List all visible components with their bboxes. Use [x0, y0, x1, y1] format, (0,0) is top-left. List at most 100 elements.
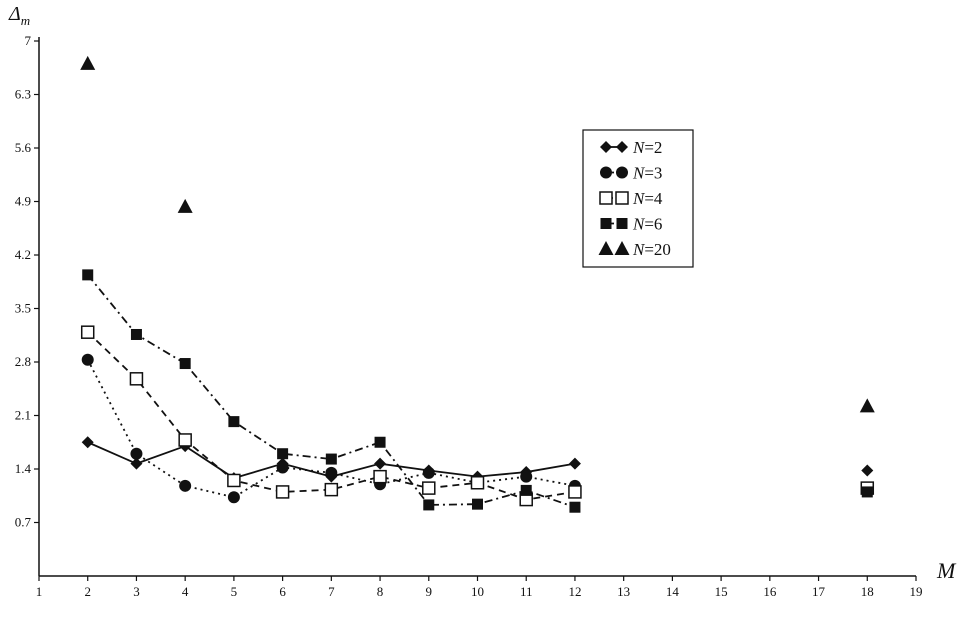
- data-point: [325, 453, 337, 465]
- data-point: [861, 464, 874, 477]
- data-point: [568, 485, 582, 499]
- data-point: [373, 469, 387, 484]
- series-line: [87, 274, 576, 509]
- legend-marker: [600, 218, 612, 229]
- legend-marker: [599, 191, 613, 205]
- data-point: [130, 457, 143, 470]
- legend-item: N=2: [600, 138, 662, 157]
- legend-label-prefix: N: [632, 164, 646, 183]
- y-tick-label: 7: [25, 33, 32, 48]
- data-point: [324, 482, 339, 497]
- y-tick-label: 4.9: [15, 194, 31, 209]
- data-point: [80, 55, 96, 70]
- x-tick-label: 10: [471, 584, 484, 599]
- data-point: [470, 476, 485, 490]
- data-point: [374, 436, 386, 448]
- legend-label-suffix: =20: [644, 240, 671, 259]
- data-point: [227, 473, 241, 488]
- data-point: [81, 436, 94, 449]
- x-tick-label: 16: [763, 584, 777, 599]
- legend-label: N=3: [632, 164, 662, 183]
- data-point: [520, 484, 532, 496]
- legend-marker: [598, 241, 614, 255]
- series-line: [87, 331, 576, 501]
- data-point: [130, 447, 143, 460]
- data-point: [423, 499, 435, 511]
- legend-item: N=20: [598, 240, 671, 259]
- data-point: [177, 198, 193, 213]
- x-axis-ticks: 1 2 3 4 5 6 7 8 9 10 11 12 13 14 15 16 17 18 19: [36, 576, 923, 599]
- x-tick-label: 9: [426, 584, 433, 599]
- y-axis-title: Δm: [8, 3, 30, 28]
- data-point: [374, 457, 387, 470]
- y-tick-label: 4.2: [15, 247, 31, 262]
- plot-area: [80, 55, 875, 513]
- legend-label: N=20: [632, 240, 671, 259]
- data-point: [130, 328, 142, 340]
- data-point: [422, 481, 436, 495]
- data-point: [228, 416, 240, 428]
- legend-label-suffix: =6: [644, 215, 662, 234]
- legend-item: N=6: [600, 215, 662, 234]
- x-tick-label: 1: [36, 584, 43, 599]
- x-tick-label: 2: [84, 584, 91, 599]
- data-point: [859, 398, 875, 413]
- y-tick-label: 0.7: [15, 515, 32, 530]
- x-tick-label: 3: [133, 584, 140, 599]
- legend-label-prefix: N: [632, 189, 646, 208]
- legend-item: N=4: [599, 189, 663, 208]
- legend-label: N=2: [632, 138, 662, 157]
- data-point: [227, 491, 240, 504]
- y-axis-title-main: Δ: [8, 3, 21, 25]
- legend-marker: [600, 166, 612, 179]
- legend-marker: [600, 141, 612, 153]
- data-point: [569, 501, 581, 513]
- legend-marker: [616, 166, 628, 179]
- x-tick-label: 7: [328, 584, 335, 599]
- data-point: [520, 470, 533, 483]
- legend-marker: [614, 241, 630, 255]
- legend-label: N=4: [632, 189, 663, 208]
- data-point: [277, 448, 289, 460]
- x-tick-label: 18: [861, 584, 874, 599]
- x-tick-label: 13: [617, 584, 630, 599]
- legend-label-suffix: =3: [644, 164, 662, 183]
- y-axis-title-sub: m: [21, 13, 30, 28]
- data-point: [276, 461, 289, 474]
- y-tick-label: 6.3: [15, 87, 31, 102]
- x-tick-label: 5: [231, 584, 238, 599]
- legend-label-suffix: =4: [644, 189, 663, 208]
- x-tick-label: 14: [666, 584, 680, 599]
- series-line: [86, 359, 576, 499]
- data-point: [129, 372, 144, 386]
- data-point: [80, 325, 95, 339]
- x-tick-label: 19: [910, 584, 923, 599]
- x-tick-label: 12: [568, 584, 581, 599]
- series-N20: [80, 55, 875, 413]
- y-tick-label: 2.8: [15, 354, 31, 369]
- data-point: [81, 353, 94, 366]
- x-tick-label: 15: [715, 584, 728, 599]
- x-tick-label: 17: [812, 584, 826, 599]
- data-point: [275, 485, 290, 499]
- legend-item: N=3: [600, 164, 662, 183]
- x-tick-label: 6: [279, 584, 286, 599]
- legend: N=2N=3N=4N=6N=20: [582, 129, 694, 268]
- data-point: [179, 479, 192, 492]
- legend-marker: [616, 218, 628, 229]
- data-point: [568, 457, 581, 470]
- legend-marker: [616, 141, 628, 153]
- axes: [38, 37, 916, 577]
- data-point: [472, 498, 483, 510]
- data-point: [82, 269, 94, 281]
- data-point: [179, 358, 191, 370]
- legend-label-prefix: N: [632, 240, 646, 259]
- legend-marker: [615, 191, 629, 205]
- series-N4: [80, 325, 875, 507]
- legend-label-suffix: =2: [644, 138, 662, 157]
- data-point: [325, 466, 338, 479]
- data-point: [178, 433, 192, 447]
- legend-label-prefix: N: [632, 215, 646, 234]
- x-tick-label: 4: [182, 584, 189, 599]
